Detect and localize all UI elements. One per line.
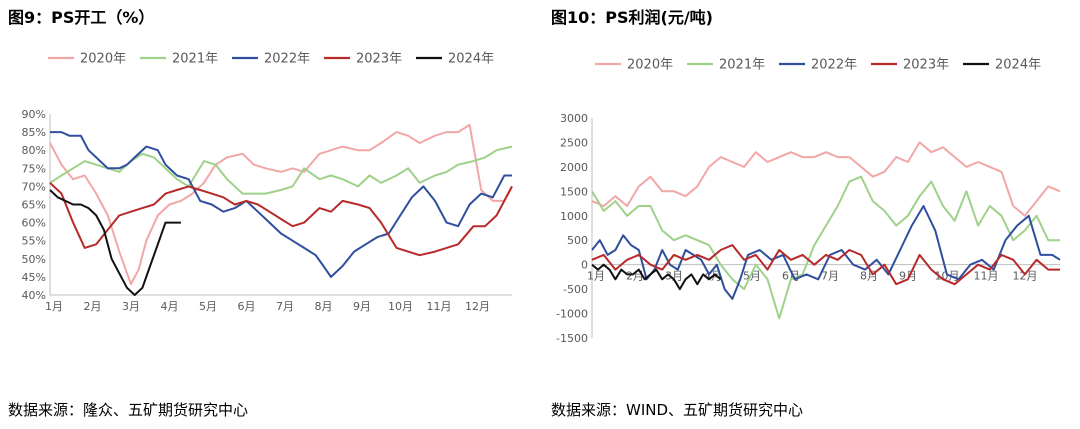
x-tick-label: 7月 bbox=[276, 300, 294, 313]
y-tick-label: 45% bbox=[22, 271, 46, 284]
x-tick-label: 12月 bbox=[1013, 270, 1038, 283]
y-tick-label: 85% bbox=[22, 126, 46, 139]
legend-item-2022: 2022年 bbox=[779, 58, 857, 73]
legend-label: 2022年 bbox=[264, 52, 310, 67]
legend-label: 2020年 bbox=[627, 58, 673, 73]
y-tick-label: 500 bbox=[567, 234, 588, 247]
x-tick-label: 5月 bbox=[743, 270, 761, 283]
y-tick-label: 3000 bbox=[560, 112, 588, 125]
left-chart: 2020年 2021年 2022年 2023年 2024年 90% 85% 80% 75% 70%… bbox=[22, 52, 513, 313]
legend-item-2022: 2022年 bbox=[232, 52, 310, 67]
x-tick-label: 10月 bbox=[935, 270, 960, 283]
x-tick-label: 5月 bbox=[199, 300, 217, 313]
y-tick-label: 75% bbox=[22, 162, 46, 175]
y-tick-label: 50% bbox=[22, 253, 46, 266]
x-tick-label: 2月 bbox=[84, 300, 102, 313]
x-tick-label: 12月 bbox=[465, 300, 490, 313]
series-line-2022 bbox=[591, 205, 1061, 300]
x-tick-label: 8月 bbox=[315, 300, 333, 313]
series-line-2020 bbox=[591, 141, 1061, 217]
series-line-2024 bbox=[591, 263, 722, 291]
y-tick-label: 1500 bbox=[560, 185, 588, 198]
y-tick-label: 40% bbox=[22, 289, 46, 302]
y-tick-label: -1500 bbox=[556, 332, 588, 345]
series-line-2024 bbox=[49, 189, 181, 296]
x-tick-label: 6月 bbox=[238, 300, 256, 313]
legend-label: 2021年 bbox=[719, 58, 765, 73]
y-tick-label: 70% bbox=[22, 180, 46, 193]
y-tick-label: 65% bbox=[22, 199, 46, 212]
series-line-2020 bbox=[49, 123, 513, 286]
legend-label: 2020年 bbox=[80, 52, 126, 67]
legend-label: 2021年 bbox=[172, 52, 218, 67]
left-chart-title: 图9：PS开工（%） bbox=[8, 8, 155, 27]
right-chart: 2020年 2021年 2022年 2023年 2024年 3000 2500 2000 150… bbox=[556, 58, 1061, 345]
x-tick-label: 7月 bbox=[821, 270, 839, 283]
x-tick-label: 9月 bbox=[899, 270, 917, 283]
series-line-2023 bbox=[49, 182, 513, 257]
legend-item-2020: 2020年 bbox=[595, 58, 673, 73]
y-tick-label: 55% bbox=[22, 235, 46, 248]
legend-item-2023: 2023年 bbox=[324, 52, 402, 67]
legend-item-2020: 2020年 bbox=[48, 52, 126, 67]
y-tick-label: 2000 bbox=[560, 161, 588, 174]
legend-item-2023: 2023年 bbox=[871, 58, 949, 73]
legend-item-2021: 2021年 bbox=[687, 58, 765, 73]
right-chart-title: 图10：PS利润(元/吨) bbox=[551, 8, 713, 27]
y-tick-label: 2500 bbox=[560, 136, 588, 149]
x-tick-label: 10月 bbox=[388, 300, 413, 313]
x-tick-label: 3月 bbox=[665, 270, 683, 283]
legend-label: 2023年 bbox=[356, 52, 402, 67]
x-tick-label: 9月 bbox=[353, 300, 371, 313]
x-tick-label: 11月 bbox=[427, 300, 452, 313]
right-chart-source: 数据来源：WIND、五矿期货研究中心 bbox=[551, 401, 804, 419]
y-tick-label: 80% bbox=[22, 144, 46, 157]
legend-label: 2023年 bbox=[903, 58, 949, 73]
legend-label: 2024年 bbox=[995, 58, 1041, 73]
x-tick-label: 1月 bbox=[587, 270, 605, 283]
legend-item-2024: 2024年 bbox=[963, 58, 1041, 73]
left-chart-source: 数据来源：隆众、五矿期货研究中心 bbox=[8, 401, 249, 419]
series-line-2023 bbox=[591, 244, 1060, 286]
series-line-2022 bbox=[50, 131, 512, 278]
legend-label: 2024年 bbox=[448, 52, 494, 67]
y-tick-label: 1000 bbox=[560, 210, 588, 223]
legend-label: 2022年 bbox=[811, 58, 857, 73]
x-tick-label: 1月 bbox=[45, 300, 63, 313]
y-tick-label: 90% bbox=[22, 108, 46, 121]
series-line-2021 bbox=[49, 145, 513, 195]
x-tick-label: 3月 bbox=[122, 300, 140, 313]
x-tick-label: 11月 bbox=[974, 270, 999, 283]
y-tick-label: 60% bbox=[22, 217, 46, 230]
y-tick-label: -500 bbox=[563, 283, 588, 296]
x-tick-label: 4月 bbox=[161, 300, 179, 313]
x-tick-label: 2月 bbox=[626, 270, 644, 283]
series-line-2021 bbox=[591, 175, 1060, 320]
legend-item-2021: 2021年 bbox=[140, 52, 218, 67]
y-tick-label: 0 bbox=[581, 259, 588, 272]
y-tick-label: -1000 bbox=[556, 308, 588, 321]
legend-item-2024: 2024年 bbox=[416, 52, 494, 67]
